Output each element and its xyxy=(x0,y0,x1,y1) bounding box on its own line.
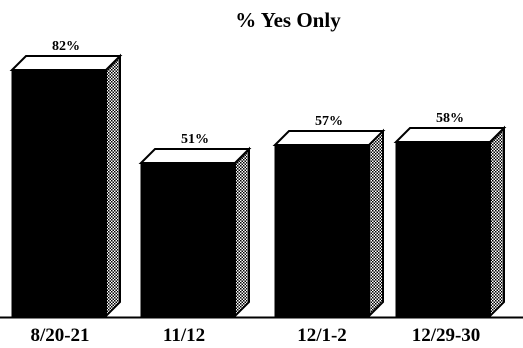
bar-side-face xyxy=(368,128,384,319)
bars-group: 82% 51% 57% 58% xyxy=(9,39,507,319)
bar-2: 51% xyxy=(138,132,252,319)
chart-title: % Yes Only xyxy=(235,8,341,32)
value-label: 58% xyxy=(436,111,464,126)
category-label: 11/12 xyxy=(163,325,205,346)
category-label: 8/20-21 xyxy=(30,325,89,346)
value-label: 57% xyxy=(315,114,343,129)
category-labels: 8/20-21 11/12 12/1-2 12/29-30 xyxy=(30,325,480,346)
bar-4: 58% xyxy=(393,111,507,319)
bar-front-face xyxy=(395,141,491,317)
value-label: 51% xyxy=(181,132,209,147)
bar-side-face xyxy=(489,125,505,319)
bar-front-face xyxy=(274,144,370,317)
category-label: 12/29-30 xyxy=(412,325,481,346)
bar-top-face xyxy=(138,148,252,164)
bar-top-face xyxy=(393,127,507,143)
value-label: 82% xyxy=(52,39,80,54)
bar-top-face xyxy=(272,130,386,146)
bar-1: 82% xyxy=(9,39,123,319)
bar-top-face xyxy=(9,55,123,71)
bar-front-face xyxy=(11,69,107,317)
category-label: 12/1-2 xyxy=(297,325,347,346)
bar-side-face xyxy=(234,146,250,319)
bar-side-face xyxy=(105,53,121,319)
bar-3: 57% xyxy=(272,114,386,319)
bar-front-face xyxy=(140,162,236,317)
